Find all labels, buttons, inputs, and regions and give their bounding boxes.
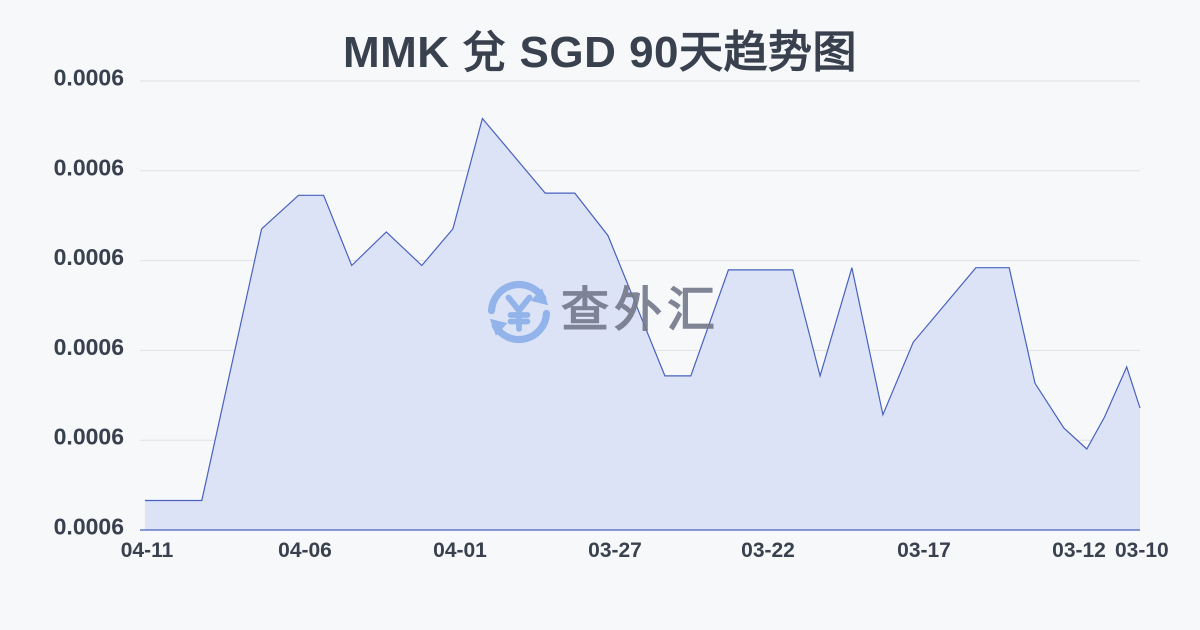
svg-text:0.0006: 0.0006: [54, 424, 124, 450]
svg-text:0.0006: 0.0006: [54, 334, 124, 360]
svg-text:0.0006: 0.0006: [54, 514, 124, 540]
svg-text:0.0006: 0.0006: [54, 154, 124, 180]
svg-text:查外汇: 查外汇: [561, 284, 720, 337]
svg-text:04-11: 04-11: [121, 539, 174, 562]
svg-text:03-10: 03-10: [1115, 539, 1169, 562]
svg-text:03-17: 03-17: [897, 539, 951, 562]
svg-text:03-12: 03-12: [1052, 539, 1106, 562]
svg-text:03-22: 03-22: [741, 539, 795, 562]
svg-text:04-01: 04-01: [433, 539, 487, 562]
svg-text:03-27: 03-27: [588, 539, 642, 562]
svg-text:04-06: 04-06: [278, 539, 332, 562]
svg-text:0.0006: 0.0006: [54, 244, 124, 270]
svg-text:0.0006: 0.0006: [54, 65, 124, 91]
